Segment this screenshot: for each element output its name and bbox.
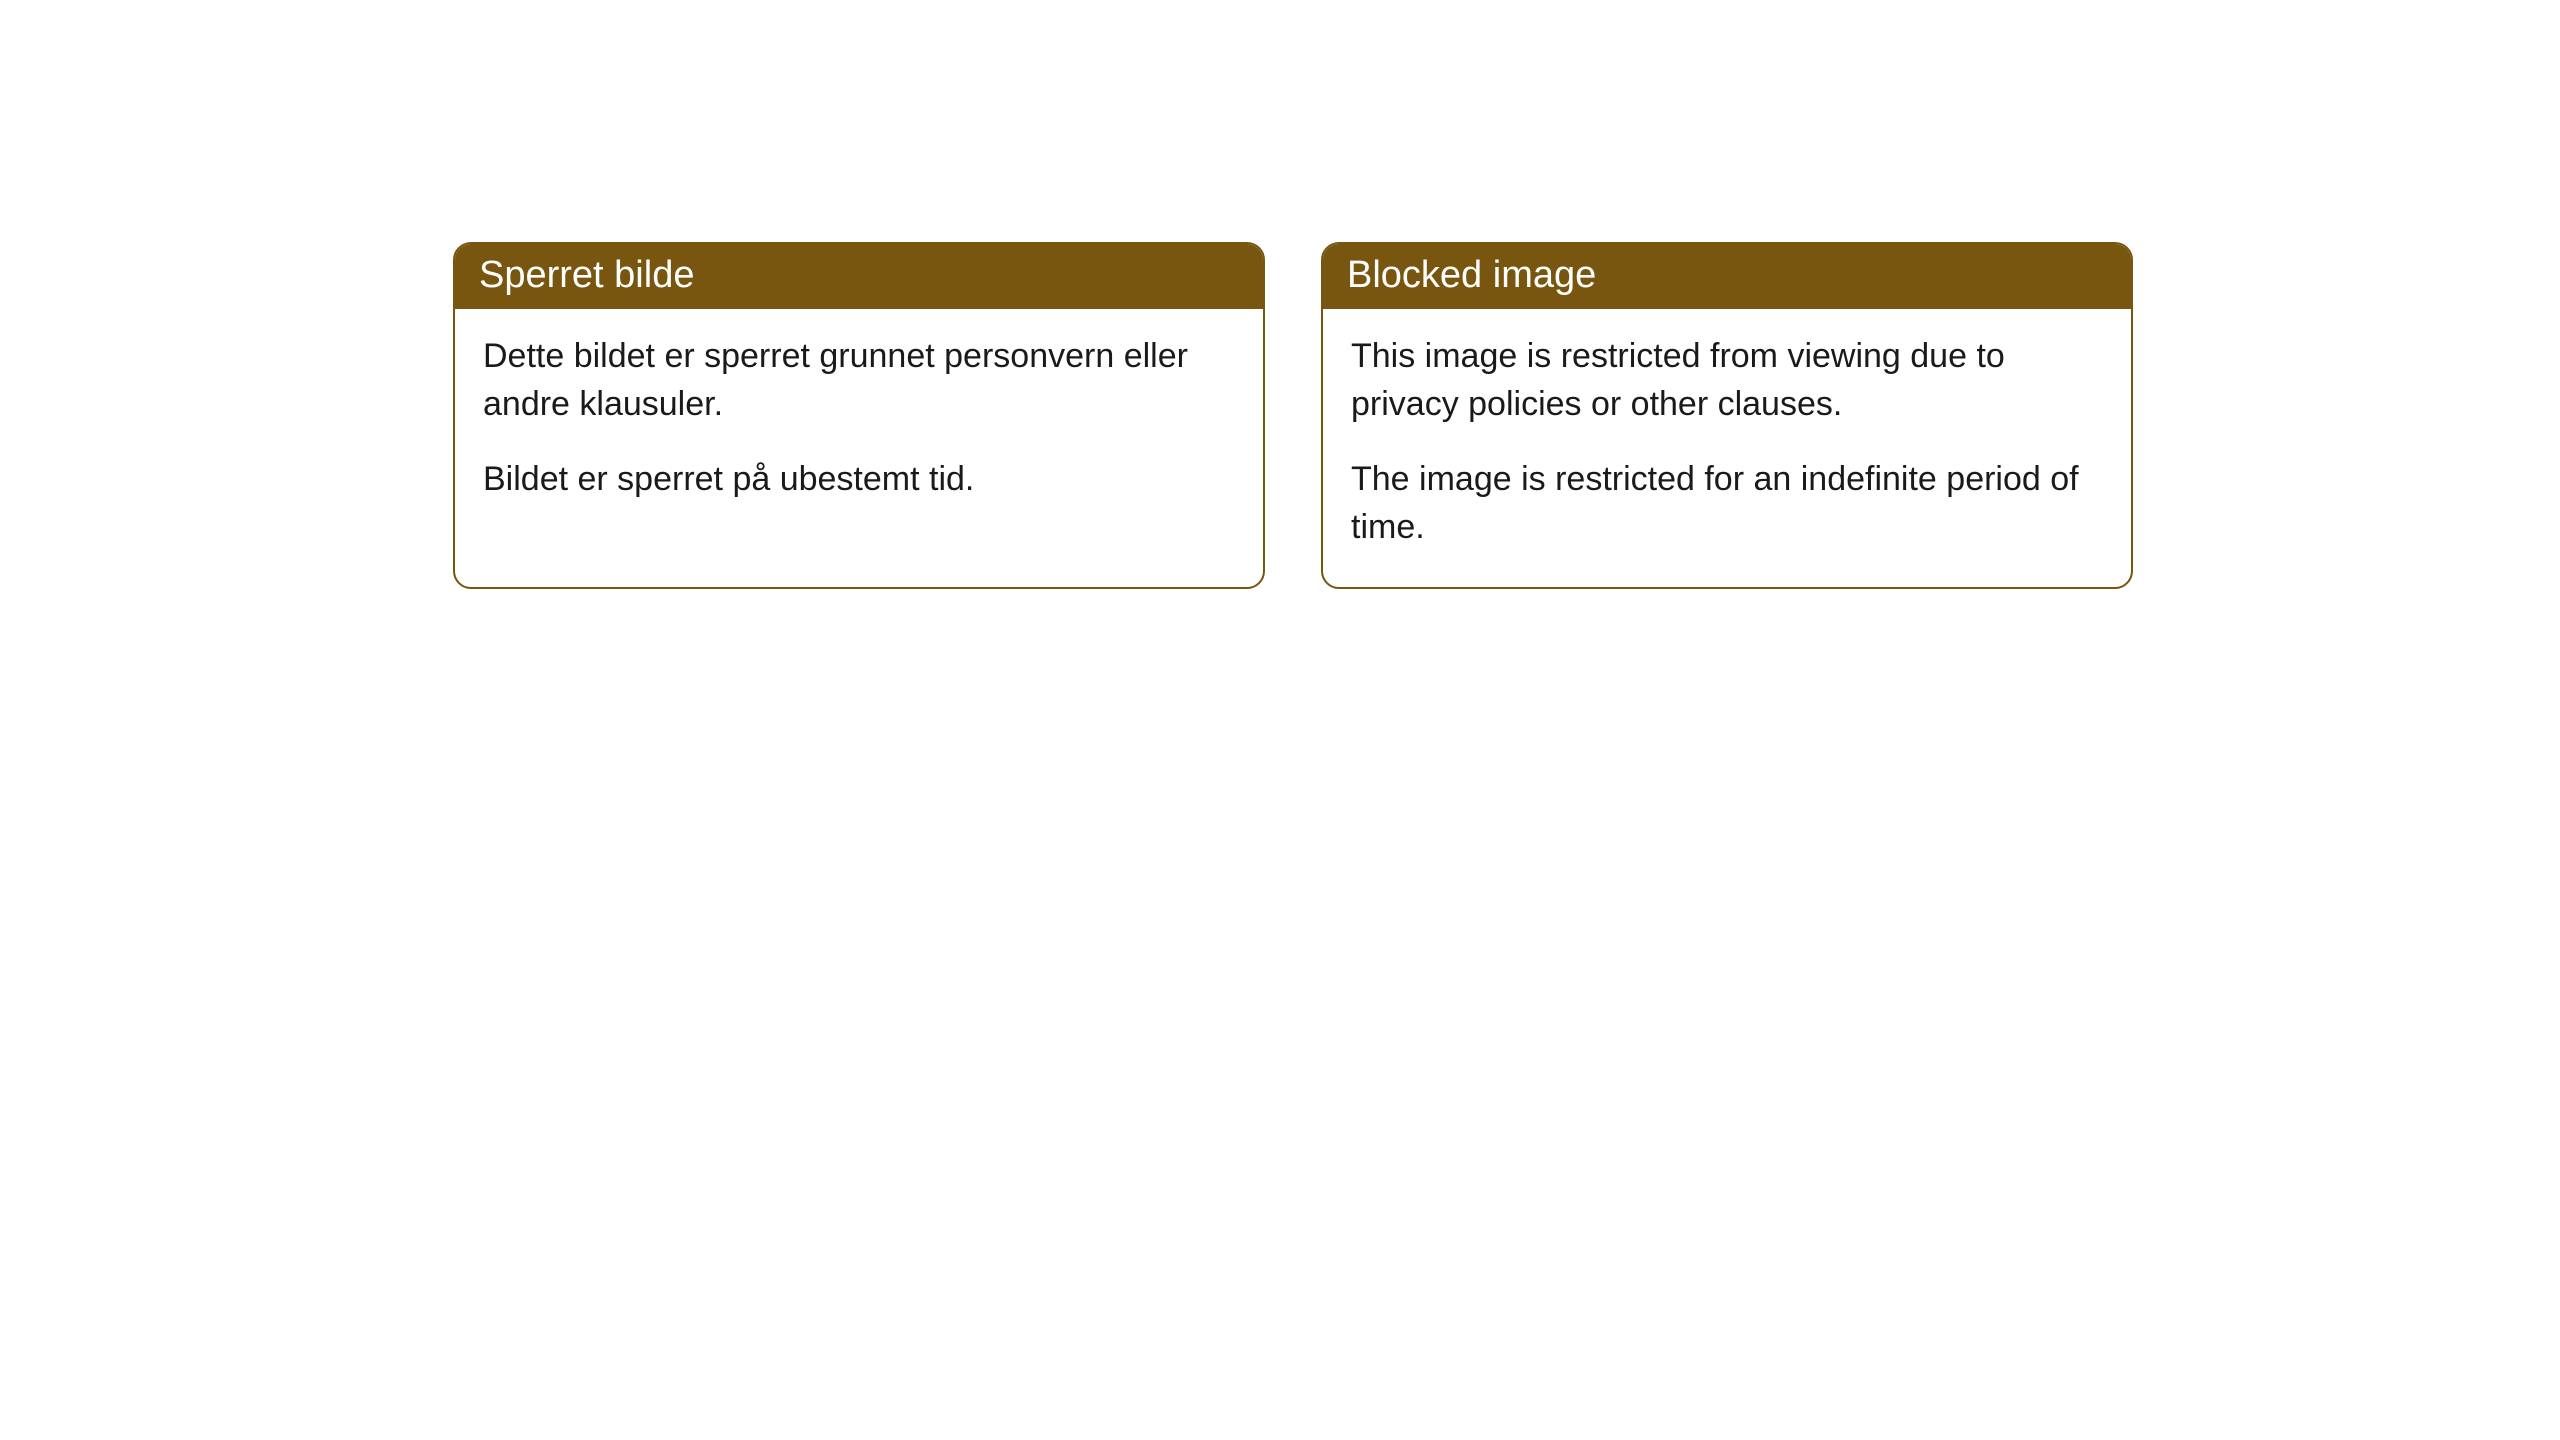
card-body: This image is restricted from viewing du… (1323, 309, 2131, 587)
card-title: Sperret bilde (479, 254, 694, 296)
card-paragraph: Bildet er sperret på ubestemt tid. (483, 456, 1235, 504)
notice-container: Sperret bilde Dette bildet er sperret gr… (0, 0, 2560, 589)
notice-card-english: Blocked image This image is restricted f… (1321, 242, 2133, 589)
card-header: Sperret bilde (455, 244, 1263, 309)
card-paragraph: The image is restricted for an indefinit… (1351, 456, 2103, 551)
card-body: Dette bildet er sperret grunnet personve… (455, 309, 1263, 540)
card-header: Blocked image (1323, 244, 2131, 309)
notice-card-norwegian: Sperret bilde Dette bildet er sperret gr… (453, 242, 1265, 589)
card-paragraph: This image is restricted from viewing du… (1351, 333, 2103, 428)
card-title: Blocked image (1347, 254, 1596, 296)
card-paragraph: Dette bildet er sperret grunnet personve… (483, 333, 1235, 428)
